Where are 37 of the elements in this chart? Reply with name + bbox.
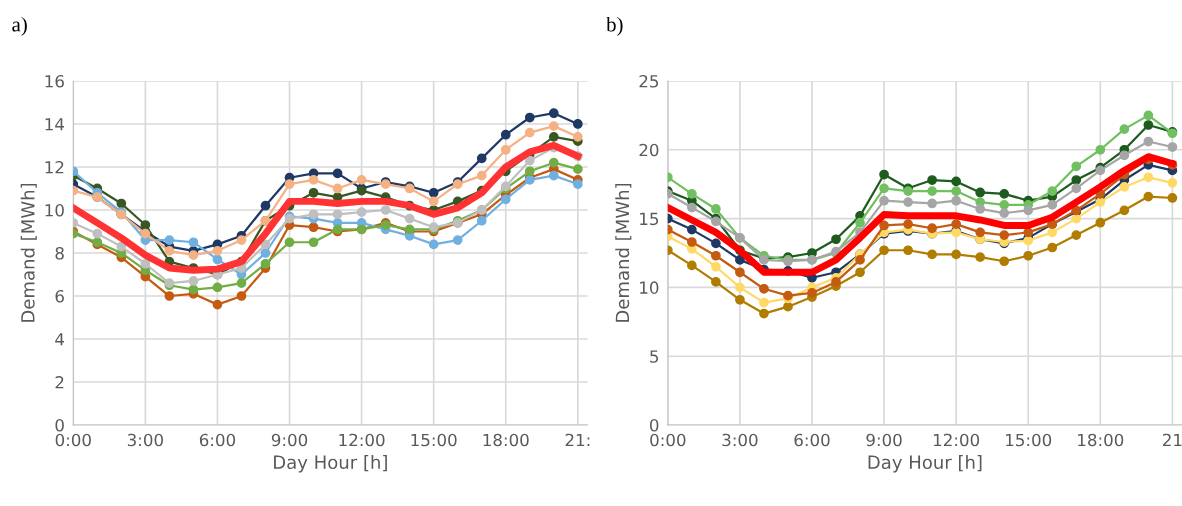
x-tick-label: 3:00: [127, 433, 163, 447]
x-tick-label: 9:00: [271, 433, 308, 447]
x-tick-label: 18:00: [1078, 433, 1124, 447]
x-tick-label: 3:00: [722, 433, 758, 447]
x-tick-label: 12:00: [933, 433, 980, 447]
y-tick-label: 5: [650, 350, 659, 363]
x-axis-title: Day Hour [h]: [868, 455, 982, 473]
y-tick-label: 8: [55, 246, 64, 260]
x-tick-label: 0:00: [650, 433, 686, 447]
x-tick-label: 21: [1163, 433, 1182, 447]
y-tick-label: 12: [45, 160, 64, 174]
x-tick-label: 15:00: [1006, 433, 1052, 447]
y-tick-label: 14: [45, 118, 65, 131]
x-tick-label: 6:00: [199, 433, 236, 447]
y-tick-label: 4: [55, 333, 65, 346]
x-tick-label: 0:00: [55, 433, 91, 447]
y-tick-label: 2: [55, 375, 64, 389]
y-tick-label: 6: [55, 289, 64, 303]
x-tick-label: 15:00: [411, 433, 457, 447]
y-tick-label: 15: [640, 212, 659, 226]
y-axis-title: Demand [MWh]: [615, 183, 632, 322]
x-tick-label: 9:00: [866, 433, 902, 447]
y-tick-label: 25: [639, 74, 659, 88]
y-tick-label: 16: [45, 74, 64, 88]
x-tick-label: 21:: [565, 433, 590, 447]
chart-title: b): [606, 16, 623, 36]
y-tick-label: 10: [45, 203, 64, 217]
x-tick-label: 6:00: [794, 433, 830, 447]
x-tick-label: 18:00: [483, 433, 529, 447]
chart-title: a): [12, 16, 27, 36]
y-tick-label: 0: [649, 419, 659, 432]
x-axis-title: Day Hour [h]: [274, 455, 387, 473]
y-tick-label: 0: [55, 419, 64, 432]
y-tick-label: 10: [640, 281, 659, 294]
x-tick-label: 12:00: [339, 433, 385, 447]
y-axis-title: Demand [MWh]: [20, 183, 37, 322]
y-tick-label: 20: [639, 143, 659, 157]
